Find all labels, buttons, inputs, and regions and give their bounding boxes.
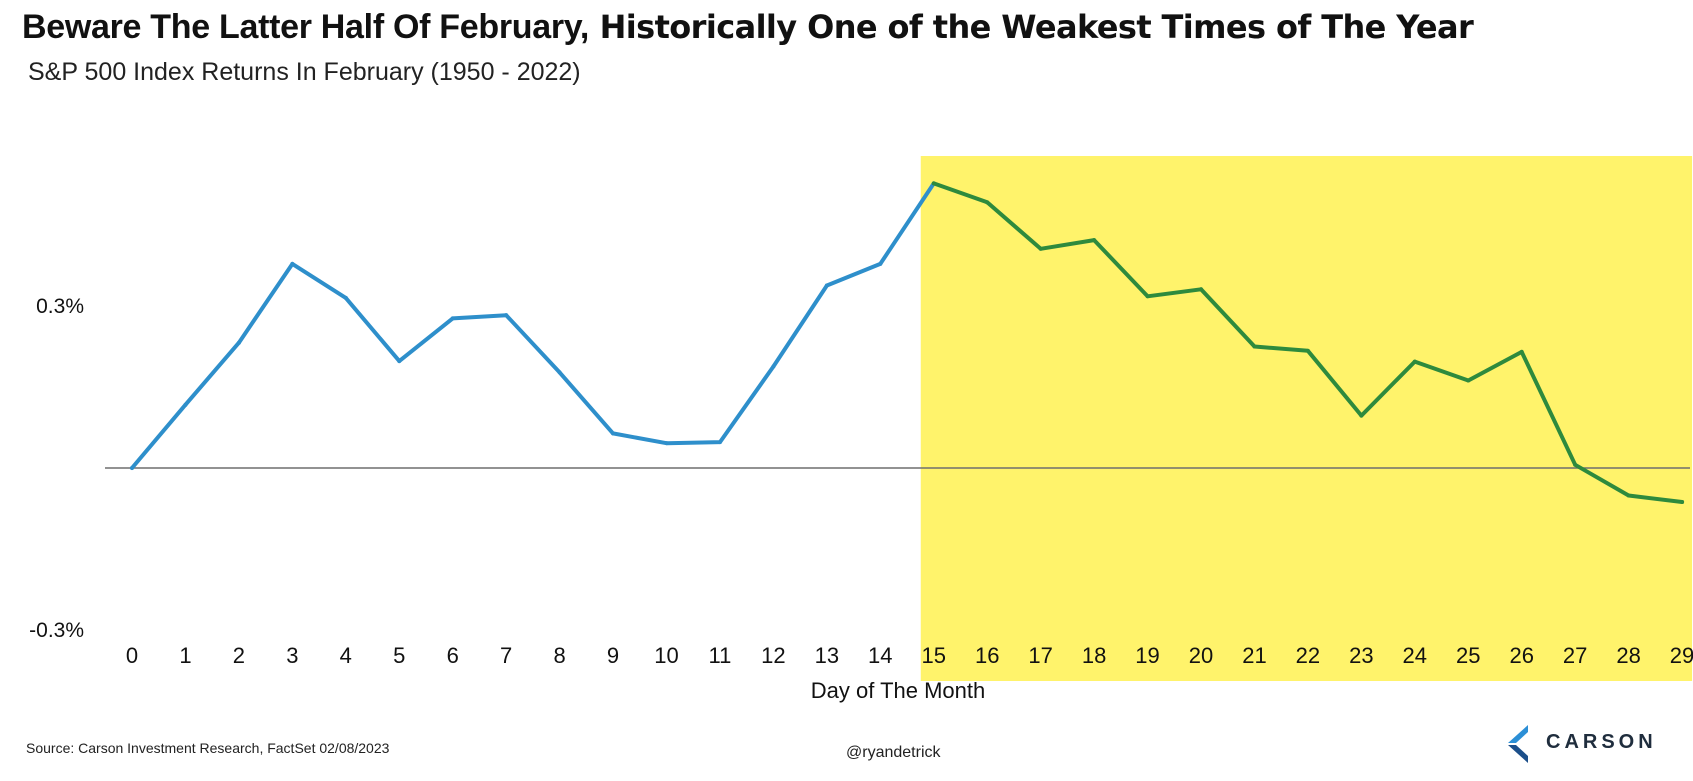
y-tick-label: 0.3%: [36, 295, 84, 318]
x-tick-label: 18: [1082, 643, 1106, 668]
data-point: [771, 364, 776, 369]
x-tick-label: 13: [815, 643, 839, 668]
x-tick-label: 14: [868, 643, 892, 668]
title-part-1: Beware The Latter Half Of February,: [22, 8, 590, 46]
author-handle: @ryandetrick: [846, 744, 941, 761]
source-note: Source: Carson Investment Research, Fact…: [26, 740, 390, 756]
data-point: [824, 283, 829, 288]
x-tick-label: 17: [1028, 643, 1052, 668]
data-point: [1038, 246, 1043, 251]
chart-subtitle: S&P 500 Index Returns In February (1950 …: [28, 58, 581, 86]
carson-chevron-logo-icon: [1508, 725, 1528, 763]
data-point: [985, 200, 990, 205]
x-tick-label: 29: [1670, 643, 1693, 668]
data-point: [1626, 493, 1631, 498]
chart-title: Beware The Latter Half Of February, Hist…: [22, 8, 1474, 47]
x-axis-tick-labels: 0 1 2 3 4 5 6 7 8 9 10 11 12 13 14 15 16 17 18 19 20 21 22 23 24…: [126, 643, 1693, 668]
x-tick-label: 11: [709, 643, 732, 668]
x-tick-label: 0: [126, 643, 138, 668]
data-point: [717, 440, 722, 445]
y-axis-tick-labels: 0.3% -0.3%: [29, 295, 84, 642]
x-tick-label: 28: [1616, 643, 1640, 668]
latter-half-highlight: [920, 156, 1693, 681]
data-point: [557, 370, 562, 375]
x-tick-label: 8: [553, 643, 565, 668]
data-point: [1359, 413, 1364, 418]
title-part-2: Historically One of the Weakest Times of…: [589, 8, 1474, 46]
logo-text: CARSON: [1546, 731, 1657, 753]
x-tick-label: 20: [1189, 643, 1213, 668]
x-tick-label: 3: [286, 643, 298, 668]
data-point: [1199, 287, 1203, 292]
data-point: [183, 402, 188, 407]
x-tick-label: 15: [922, 643, 946, 668]
x-tick-label: 16: [975, 643, 999, 668]
x-tick-label: 25: [1456, 643, 1480, 668]
data-point: [236, 340, 241, 345]
x-tick-label: 19: [1135, 643, 1159, 668]
series-lines: [130, 181, 1685, 505]
data-point: [1145, 294, 1150, 299]
data-point: [1466, 378, 1471, 383]
x-tick-label: 2: [233, 643, 245, 668]
data-point: [343, 295, 348, 300]
x-tick-label: 10: [654, 643, 678, 668]
x-tick-label: 5: [393, 643, 405, 668]
data-point: [290, 261, 295, 266]
x-tick-label: 9: [607, 643, 619, 668]
x-axis-label: Day of The Month: [811, 678, 985, 703]
x-tick-label: 21: [1242, 643, 1266, 668]
y-tick-label: -0.3%: [29, 619, 84, 642]
x-tick-label: 1: [179, 643, 191, 668]
data-point: [1519, 349, 1524, 354]
data-point: [878, 261, 883, 266]
data-point: [504, 313, 509, 318]
data-point: [1092, 238, 1097, 243]
carson-logo: CARSON: [1502, 723, 1672, 765]
data-point: [1305, 348, 1310, 353]
series-line-first-half: [130, 181, 936, 470]
x-tick-label: 26: [1509, 643, 1533, 668]
data-point: [1573, 462, 1578, 467]
data-point: [1252, 344, 1257, 349]
data-point: [931, 181, 936, 186]
data-point: [450, 316, 455, 321]
x-tick-label: 23: [1349, 643, 1373, 668]
x-tick-label: 12: [761, 643, 785, 668]
x-tick-label: 27: [1563, 643, 1587, 668]
x-tick-label: 6: [447, 643, 459, 668]
data-point: [664, 441, 669, 446]
x-tick-label: 24: [1403, 643, 1427, 668]
data-point: [1680, 500, 1685, 505]
x-tick-label: 4: [340, 643, 352, 668]
x-tick-label: 7: [500, 643, 512, 668]
data-point: [1412, 359, 1417, 364]
data-point: [397, 359, 402, 364]
data-point: [611, 431, 616, 436]
data-point: [130, 466, 134, 470]
x-tick-label: 22: [1296, 643, 1320, 668]
